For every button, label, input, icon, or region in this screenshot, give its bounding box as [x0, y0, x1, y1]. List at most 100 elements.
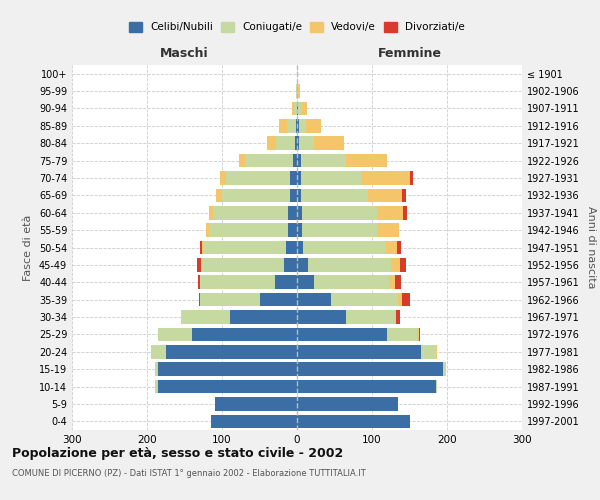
Bar: [361, 171, 409, 185]
Bar: [198, 276, 199, 289]
Bar: [213, 206, 288, 220]
Legend: Celibi/Nubili, Coniugati/e, Vedovi/e, Divorziati/e: Celibi/Nubili, Coniugati/e, Vedovi/e, Di…: [126, 19, 468, 36]
Bar: [297, 276, 314, 289]
Bar: [297, 380, 436, 394]
Bar: [297, 240, 303, 254]
Bar: [199, 240, 202, 254]
Bar: [387, 328, 417, 341]
Y-axis label: Fasce di età: Fasce di età: [23, 214, 33, 280]
Bar: [297, 258, 308, 272]
Bar: [403, 206, 407, 220]
Bar: [301, 171, 361, 185]
Bar: [395, 276, 401, 289]
Bar: [297, 154, 301, 168]
Bar: [290, 188, 297, 202]
Bar: [297, 119, 299, 132]
Bar: [395, 310, 396, 324]
Bar: [299, 136, 314, 150]
Bar: [275, 276, 297, 289]
Bar: [297, 188, 301, 202]
Bar: [377, 206, 403, 220]
Bar: [209, 224, 288, 237]
Bar: [292, 102, 294, 115]
Bar: [297, 397, 398, 410]
Bar: [199, 293, 260, 306]
Bar: [157, 328, 158, 341]
Bar: [203, 240, 286, 254]
Bar: [389, 276, 395, 289]
Bar: [398, 293, 402, 306]
Bar: [297, 102, 298, 115]
Bar: [386, 240, 397, 254]
Bar: [436, 345, 437, 358]
Bar: [215, 397, 297, 410]
Bar: [151, 345, 166, 358]
Bar: [301, 102, 307, 115]
Bar: [284, 258, 297, 272]
Bar: [267, 136, 276, 150]
Bar: [288, 224, 297, 237]
Bar: [226, 171, 290, 185]
Bar: [301, 188, 368, 202]
Bar: [299, 119, 306, 132]
Bar: [346, 154, 387, 168]
Bar: [302, 224, 377, 237]
Bar: [211, 414, 297, 428]
Bar: [199, 276, 275, 289]
Bar: [205, 224, 209, 237]
Bar: [301, 154, 346, 168]
Bar: [417, 328, 419, 341]
Y-axis label: Anni di nascita: Anni di nascita: [586, 206, 596, 289]
Bar: [308, 258, 391, 272]
Bar: [158, 380, 297, 394]
Bar: [297, 414, 409, 428]
Bar: [245, 154, 293, 168]
Bar: [181, 310, 229, 324]
Bar: [297, 224, 302, 237]
Bar: [400, 258, 406, 272]
Bar: [297, 136, 299, 150]
Bar: [201, 258, 284, 272]
Bar: [296, 84, 297, 98]
Bar: [216, 188, 222, 202]
Bar: [279, 119, 287, 132]
Bar: [294, 102, 297, 115]
Bar: [209, 206, 213, 220]
Bar: [297, 171, 301, 185]
Bar: [288, 206, 297, 220]
Bar: [297, 310, 346, 324]
Bar: [158, 362, 297, 376]
Bar: [229, 310, 297, 324]
Bar: [293, 154, 297, 168]
Bar: [419, 328, 420, 341]
Bar: [402, 293, 409, 306]
Bar: [303, 240, 386, 254]
Bar: [290, 171, 297, 185]
Bar: [276, 136, 295, 150]
Bar: [222, 188, 290, 202]
Bar: [314, 136, 343, 150]
Bar: [402, 188, 406, 202]
Bar: [397, 240, 401, 254]
Bar: [409, 171, 413, 185]
Bar: [155, 380, 158, 394]
Bar: [297, 328, 387, 341]
Text: Maschi: Maschi: [160, 47, 209, 60]
Bar: [421, 345, 436, 358]
Bar: [346, 310, 395, 324]
Text: Femmine: Femmine: [377, 47, 442, 60]
Bar: [287, 119, 296, 132]
Bar: [368, 188, 402, 202]
Bar: [166, 345, 297, 358]
Bar: [197, 258, 201, 272]
Bar: [192, 328, 297, 341]
Bar: [155, 362, 158, 376]
Bar: [436, 380, 437, 394]
Bar: [391, 258, 400, 272]
Bar: [297, 293, 331, 306]
Bar: [295, 136, 297, 150]
Bar: [220, 171, 226, 185]
Bar: [298, 102, 301, 115]
Bar: [158, 328, 192, 341]
Bar: [331, 293, 398, 306]
